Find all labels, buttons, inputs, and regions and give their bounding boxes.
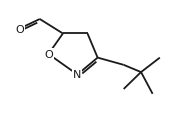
Text: O: O <box>44 50 53 59</box>
Text: O: O <box>15 24 24 34</box>
Text: N: N <box>73 70 82 80</box>
